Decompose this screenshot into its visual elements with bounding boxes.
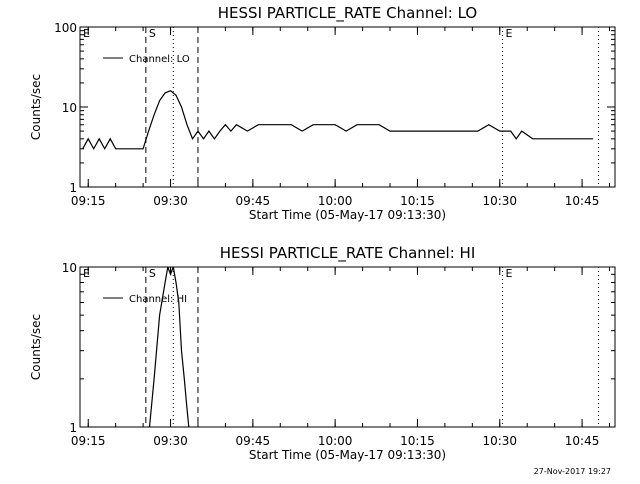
x-tick-label: 10:00 — [318, 434, 353, 448]
annotation-label: S — [149, 267, 156, 280]
chart-title: HESSI PARTICLE_RATE Channel: HI — [220, 244, 476, 263]
plot-frame — [79, 266, 616, 428]
x-tick-label: 10:00 — [318, 194, 353, 208]
x-tick-label: 09:30 — [153, 434, 188, 448]
annotation-label: E — [506, 267, 513, 280]
x-tick-label: 09:30 — [153, 194, 188, 208]
x-tick-label: 10:15 — [400, 194, 435, 208]
annotation-label: E — [83, 267, 90, 280]
y-axis-label: Counts/sec — [29, 74, 43, 140]
legend-label: Channel: HI — [129, 294, 187, 305]
plot-frame — [79, 26, 616, 188]
x-tick-label: 10:30 — [482, 194, 517, 208]
y-tick-label: 10 — [62, 261, 77, 275]
annotation-label: E — [506, 27, 513, 40]
footer-timestamp: 27-Nov-2017 19:27 — [534, 467, 611, 476]
series-line-0 — [148, 267, 190, 427]
chart-title: HESSI PARTICLE_RATE Channel: LO — [218, 4, 477, 23]
series-line-0 — [82, 90, 594, 151]
x-tick-label: 10:45 — [565, 194, 600, 208]
panel-hi: HESSI PARTICLE_RATE Channel: HI 09:15 09:3… — [29, 244, 616, 462]
x-tick-label: 10:30 — [482, 434, 517, 448]
y-axis-label: Counts/sec — [29, 314, 43, 380]
y-tick-label: 1 — [69, 181, 77, 195]
x-axis-label: Start Time (05-May-17 09:13:30) — [249, 448, 446, 462]
y-tick-label: 100 — [54, 21, 77, 35]
annotation-label: S — [149, 27, 156, 40]
y-tick-label: 1 — [69, 421, 77, 435]
panel-lo: HESSI PARTICLE_RATE Channel: LO 09:15 09:3… — [29, 4, 616, 222]
x-tick-label: 10:15 — [400, 434, 435, 448]
annotation-label: E — [83, 27, 90, 40]
x-tick-label: 09:15 — [71, 194, 106, 208]
x-axis-label: Start Time (05-May-17 09:13:30) — [249, 208, 446, 222]
x-tick-label: 09:45 — [236, 194, 271, 208]
legend-label: Channel: LO — [129, 54, 190, 65]
x-tick-label: 09:15 — [71, 434, 106, 448]
x-tick-label: 10:45 — [565, 434, 600, 448]
x-tick-label: 09:45 — [236, 434, 271, 448]
y-tick-label: 10 — [62, 101, 77, 115]
